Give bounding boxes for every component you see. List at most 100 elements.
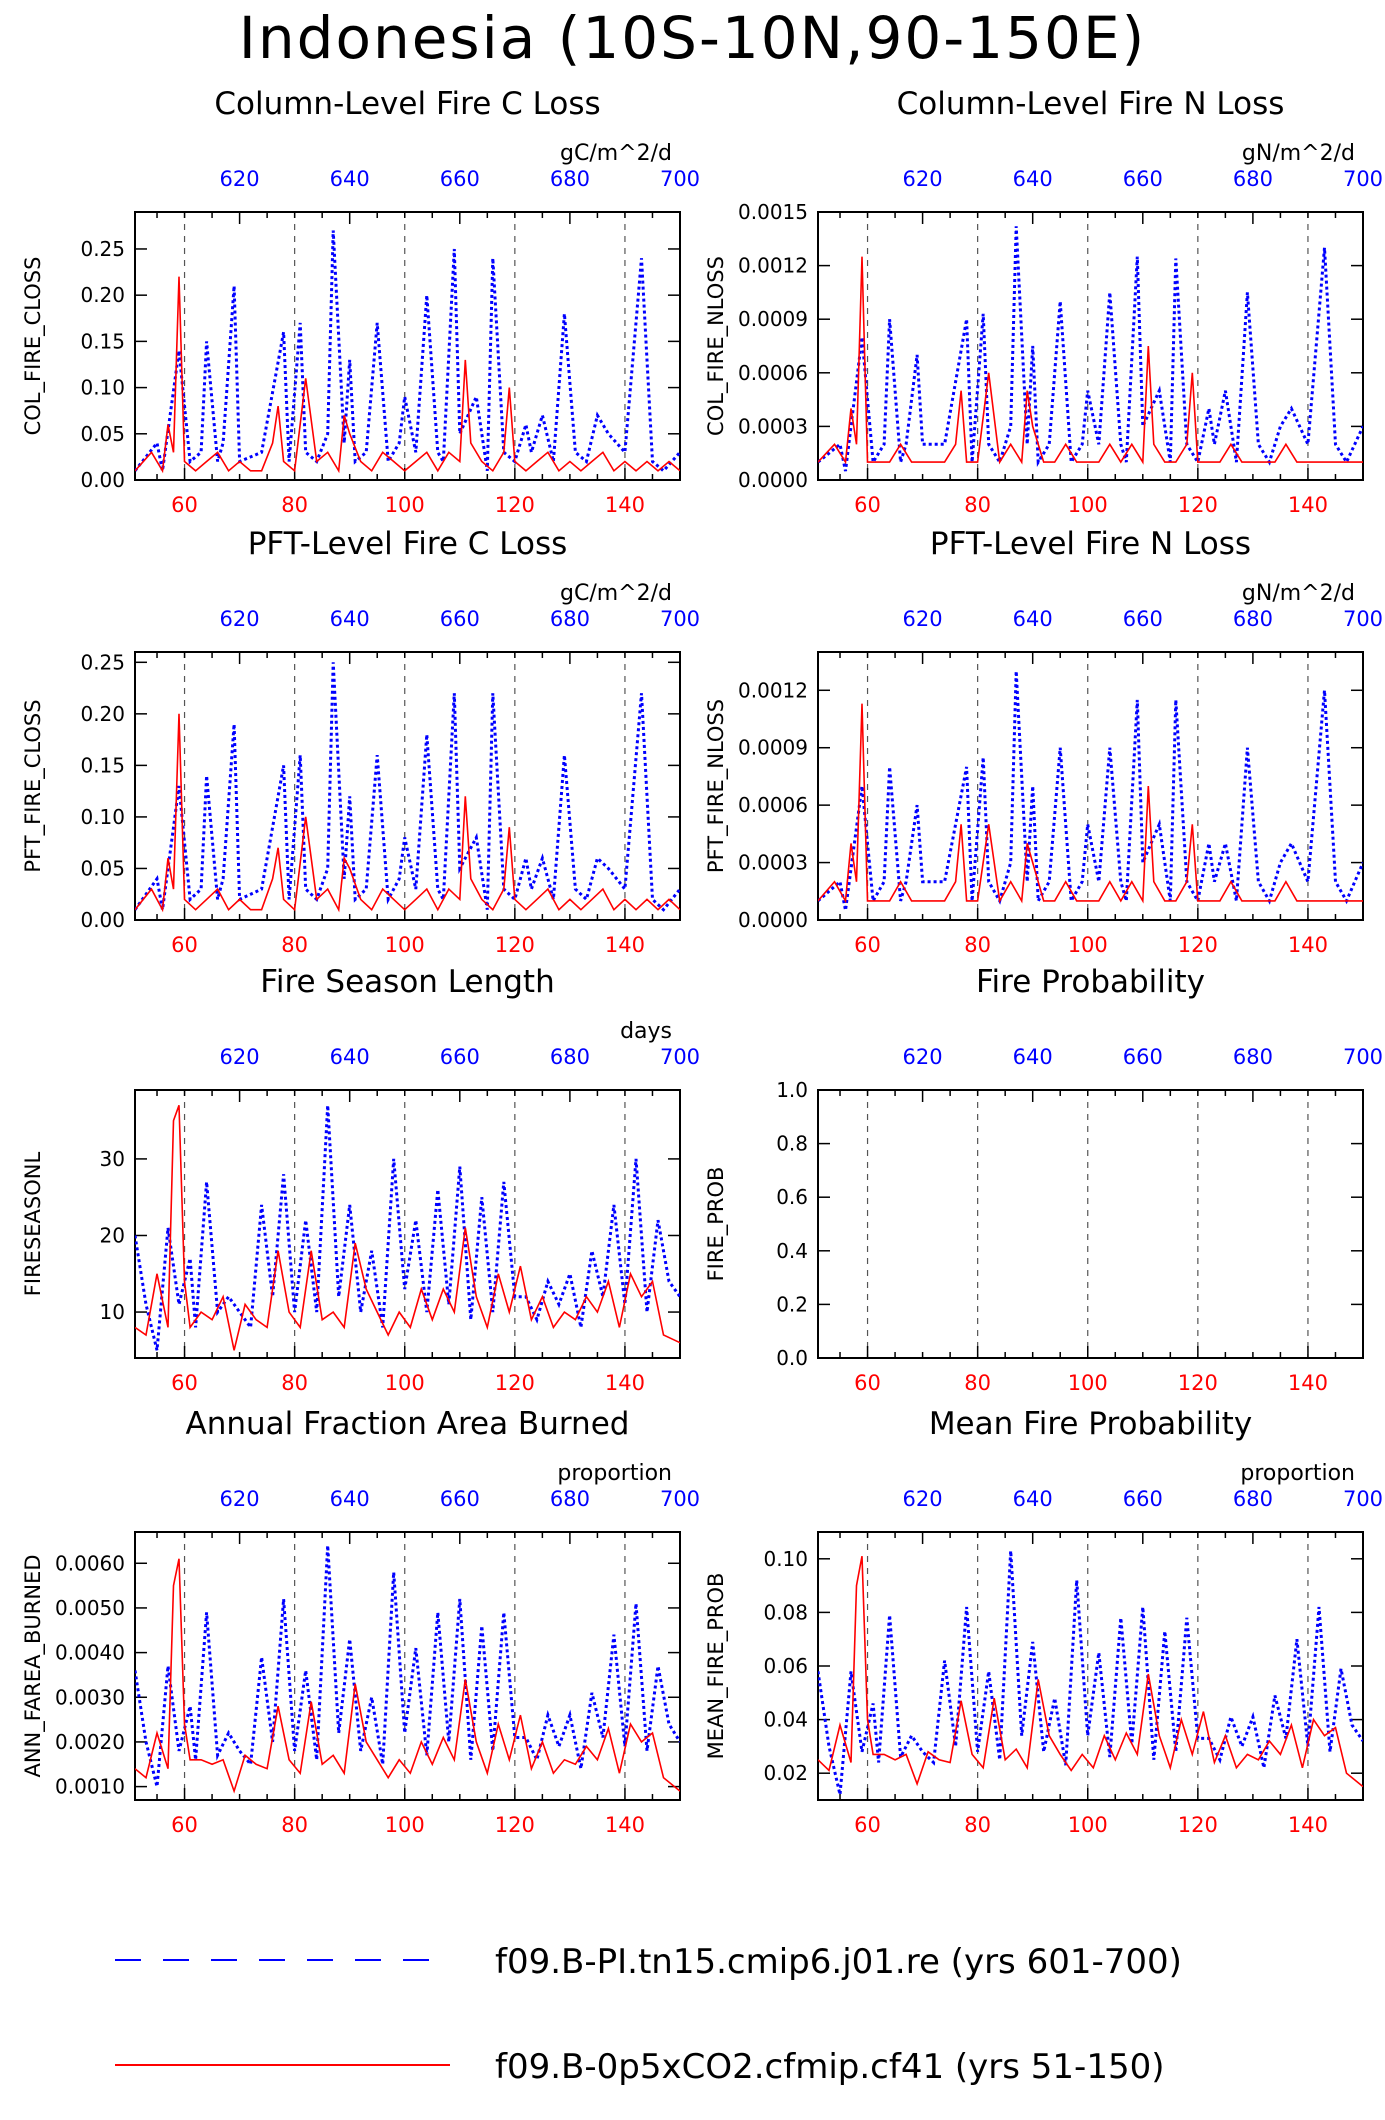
y-tick-label: 0.8 — [776, 1132, 808, 1156]
units-label: gC/m^2/d — [560, 141, 672, 166]
y-tick-label: 0.08 — [763, 1600, 808, 1624]
y-tick-label: 0.0009 — [738, 736, 808, 760]
series-line-pi — [135, 1545, 680, 1787]
y-axis-label: PFT_FIRE_NLOSS — [704, 699, 729, 873]
units-label: proportion — [1240, 1461, 1355, 1486]
x-tick-label: 140 — [605, 493, 645, 517]
x-tick-label: 60 — [854, 933, 881, 957]
y-tick-label: 0.06 — [763, 1654, 808, 1678]
top-x-tick-label: 620 — [903, 1487, 943, 1511]
top-x-tick-label: 620 — [903, 1045, 943, 1069]
x-tick-label: 100 — [385, 1371, 425, 1395]
top-x-tick-label: 620 — [220, 167, 260, 191]
x-tick-label: 140 — [1288, 933, 1328, 957]
top-x-tick-label: 660 — [440, 167, 480, 191]
legend-label: f09.B-0p5xCO2.cfmip.cf41 (yrs 51-150) — [495, 2047, 1164, 2087]
top-x-tick-label: 620 — [903, 607, 943, 631]
chart-title: Fire Season Length — [260, 964, 554, 1000]
series-line-pi — [135, 1105, 680, 1351]
top-x-tick-label: 620 — [220, 1045, 260, 1069]
y-tick-label: 0.0012 — [738, 254, 808, 278]
x-tick-label: 140 — [605, 1371, 645, 1395]
x-tick-label: 100 — [1068, 933, 1108, 957]
chart-title: Column-Level Fire C Loss — [214, 86, 600, 122]
y-axis-label: MEAN_FIRE_PROB — [704, 1573, 729, 1760]
y-tick-label: 0.6 — [776, 1185, 808, 1209]
top-x-tick-label: 640 — [1013, 1487, 1053, 1511]
y-tick-label: 0.0050 — [55, 1596, 125, 1620]
top-x-tick-label: 660 — [440, 1045, 480, 1069]
x-tick-label: 140 — [1288, 493, 1328, 517]
x-tick-label: 60 — [171, 1813, 198, 1837]
x-tick-label: 100 — [1068, 493, 1108, 517]
x-tick-label: 120 — [495, 1813, 535, 1837]
y-tick-label: 0.0000 — [738, 468, 808, 492]
y-tick-label: 0.05 — [80, 856, 125, 880]
top-x-tick-label: 680 — [1233, 1045, 1273, 1069]
x-tick-label: 120 — [495, 933, 535, 957]
y-tick-label: 0.00 — [80, 908, 125, 932]
y-tick-label: 0.4 — [776, 1239, 808, 1263]
series-line-pi — [818, 226, 1363, 472]
x-tick-label: 140 — [1288, 1371, 1328, 1395]
chart-title: Annual Fraction Area Burned — [186, 1406, 630, 1442]
top-x-tick-label: 660 — [440, 607, 480, 631]
x-tick-label: 120 — [1178, 1813, 1218, 1837]
top-x-tick-label: 700 — [660, 1045, 700, 1069]
top-x-tick-label: 700 — [1343, 607, 1383, 631]
y-axis-label: COL_FIRE_NLOSS — [704, 256, 729, 436]
top-x-tick-label: 700 — [1343, 167, 1383, 191]
plot-frame — [134, 1531, 681, 1801]
y-tick-label: 0.25 — [80, 237, 125, 261]
x-tick-label: 60 — [854, 1371, 881, 1395]
x-tick-label: 80 — [281, 1371, 308, 1395]
plot-frame — [817, 211, 1364, 481]
x-tick-label: 80 — [964, 933, 991, 957]
top-x-tick-label: 640 — [1013, 607, 1053, 631]
y-tick-label: 20 — [100, 1223, 125, 1247]
top-x-tick-label: 660 — [1123, 607, 1163, 631]
x-tick-label: 100 — [1068, 1813, 1108, 1837]
y-tick-label: 0.05 — [80, 422, 125, 446]
x-tick-label: 100 — [385, 493, 425, 517]
x-tick-label: 60 — [171, 1371, 198, 1395]
chart-title: Column-Level Fire N Loss — [897, 86, 1285, 122]
x-tick-label: 120 — [1178, 933, 1218, 957]
x-tick-label: 100 — [385, 1813, 425, 1837]
x-tick-label: 80 — [964, 1371, 991, 1395]
series-line-co2 — [135, 1558, 680, 1794]
y-axis-label: FIRE_PROB — [704, 1167, 729, 1282]
series-line-pi — [818, 671, 1363, 911]
y-tick-label: 0.02 — [763, 1761, 808, 1785]
plot-frame — [134, 211, 681, 481]
x-tick-label: 80 — [964, 493, 991, 517]
series-line-co2 — [135, 1105, 680, 1351]
y-tick-label: 0.0020 — [55, 1730, 125, 1754]
y-tick-label: 0.2 — [776, 1292, 808, 1316]
y-tick-label: 30 — [100, 1147, 125, 1171]
x-tick-label: 60 — [171, 933, 198, 957]
y-tick-label: 0.00 — [80, 468, 125, 492]
x-tick-label: 100 — [1068, 1371, 1108, 1395]
y-tick-label: 10 — [100, 1300, 125, 1324]
chart-panel-5: Fire Probability 60 80 100 120 140 620 640 660 68… — [704, 964, 1383, 1395]
chart-title: Mean Fire Probability — [929, 1406, 1252, 1442]
y-tick-label: 0.10 — [763, 1547, 808, 1571]
top-x-tick-label: 660 — [1123, 1045, 1163, 1069]
series-line-co2 — [818, 703, 1363, 904]
top-x-tick-label: 620 — [903, 167, 943, 191]
top-x-tick-label: 660 — [440, 1487, 480, 1511]
y-tick-label: 0.0060 — [55, 1551, 125, 1575]
top-x-tick-label: 660 — [1123, 167, 1163, 191]
chart-panel-1: Column-Level Fire N Loss gN/m^2/d 60 80 100 1… — [704, 86, 1383, 517]
y-tick-label: 0.0003 — [738, 414, 808, 438]
series-line-co2 — [135, 713, 680, 913]
plot-frame — [134, 651, 681, 921]
plot-frame — [817, 1089, 1364, 1359]
x-tick-label: 120 — [495, 1371, 535, 1395]
legend-label: f09.B-PI.tn15.cmip6.j01.re (yrs 601-700) — [495, 1942, 1182, 1982]
top-x-tick-label: 620 — [220, 1487, 260, 1511]
y-tick-label: 0.15 — [80, 329, 125, 353]
top-x-tick-label: 660 — [1123, 1487, 1163, 1511]
x-tick-label: 80 — [964, 1813, 991, 1837]
